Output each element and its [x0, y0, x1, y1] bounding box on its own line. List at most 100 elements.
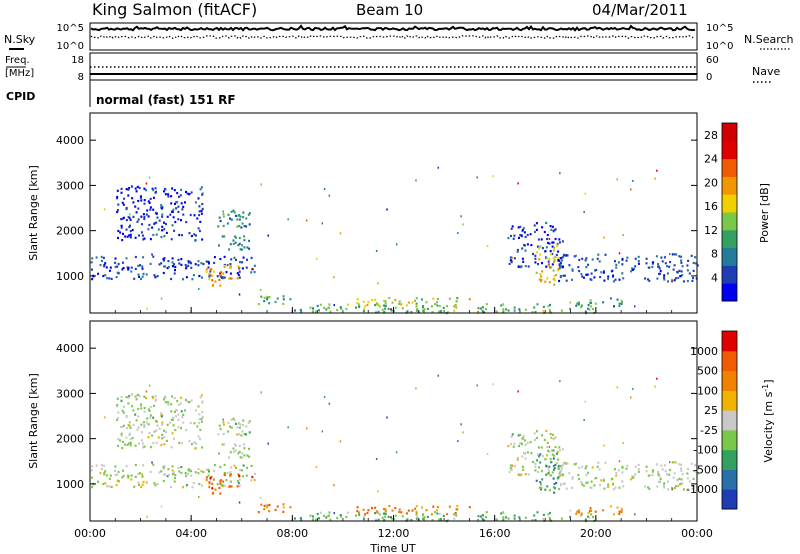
- power-cell: [205, 270, 208, 274]
- velocity-cell: [276, 505, 279, 508]
- power-cell: [597, 253, 600, 256]
- velocity-cell: [103, 471, 106, 475]
- velocity-cell: [430, 513, 433, 516]
- power-cell: [453, 309, 456, 312]
- power-cell: [617, 261, 620, 264]
- velocity-cell: [621, 471, 624, 474]
- power-cell: [171, 265, 174, 268]
- power-cell: [390, 309, 393, 312]
- velocity-cell: [241, 430, 244, 433]
- velocity-cell: [596, 465, 599, 468]
- velocity-cell: [534, 465, 537, 468]
- power-cell: [696, 264, 699, 267]
- power-cell: [437, 166, 439, 169]
- velocity-cell: [557, 458, 560, 461]
- velocity-cell: [519, 474, 522, 477]
- power-cell: [121, 268, 124, 271]
- velocity-cell: [589, 507, 592, 510]
- velocity-cell: [125, 396, 128, 399]
- velocity-cell: [672, 476, 675, 479]
- power-cell: [366, 303, 369, 307]
- velocity-cell: [669, 468, 672, 472]
- power-cell: [634, 265, 637, 268]
- power-cell: [241, 222, 244, 225]
- power-cell: [169, 213, 172, 216]
- power-cell: [140, 195, 142, 198]
- velocity-cell: [266, 506, 269, 509]
- velocity-cell: [480, 515, 482, 518]
- velocity-cell: [536, 511, 539, 514]
- power-cell: [104, 274, 107, 277]
- velocity-cell: [143, 410, 146, 413]
- velocity-cell: [355, 514, 357, 517]
- power-cell: [669, 260, 672, 264]
- power-cell: [141, 223, 143, 226]
- velocity-cell: [222, 418, 224, 421]
- power-ytick-label: 2000: [56, 225, 84, 238]
- power-panel-frame: [89, 112, 698, 314]
- velocity-cell: [126, 443, 129, 446]
- velocity-cell: [545, 465, 548, 468]
- velocity-cell: [248, 447, 250, 450]
- power-cell: [692, 269, 695, 272]
- velocity-cell: [130, 474, 133, 477]
- power-cell: [455, 300, 458, 303]
- power-cell: [446, 305, 448, 308]
- velocity-cell: [378, 512, 380, 515]
- velocity-cell: [561, 467, 563, 470]
- velocity-cell: [265, 503, 268, 506]
- power-cell: [656, 169, 658, 172]
- velocity-cell: [229, 471, 232, 474]
- velocity-cell: [584, 518, 587, 521]
- velocity-cell: [622, 485, 625, 488]
- velocity-cell: [587, 515, 590, 518]
- power-cell: [415, 179, 417, 182]
- power-cell: [162, 271, 165, 275]
- velocity-cell: [184, 472, 187, 475]
- power-cell: [199, 188, 202, 191]
- velocity-cell: [502, 511, 505, 514]
- velocity-cell: [153, 430, 156, 433]
- power-cell: [161, 225, 164, 228]
- velocity-cell: [400, 511, 403, 514]
- power-cell: [222, 224, 225, 228]
- power-cell: [519, 225, 522, 228]
- velocity-cell: [558, 474, 561, 478]
- velocity-cell: [193, 441, 196, 444]
- power-cell: [548, 308, 551, 311]
- time-axis: 00:00 04:00 08:00 12:00 16:00 20:00 00:00: [74, 307, 713, 540]
- velocity-cell: [245, 474, 248, 477]
- power-cell: [241, 267, 244, 270]
- velocity-cell: [552, 457, 555, 460]
- power-cell: [618, 278, 621, 281]
- power-cell: [618, 252, 621, 255]
- power-cell: [593, 276, 596, 279]
- power-cell: [180, 258, 183, 261]
- power-cell: [571, 269, 574, 272]
- power-cell: [462, 223, 464, 226]
- power-cell: [117, 262, 120, 266]
- power-cell: [384, 307, 387, 310]
- power-cell: [312, 310, 314, 313]
- power-cell: [545, 265, 548, 268]
- velocity-ylabel: Slant Range [km]: [27, 373, 40, 469]
- power-cell: [534, 257, 537, 260]
- velocity-cell: [550, 474, 553, 477]
- power-colorbar-tick: 12: [704, 224, 718, 237]
- power-cell: [630, 270, 633, 273]
- power-cell: [630, 188, 632, 191]
- velocity-cell: [566, 462, 569, 465]
- velocity-cell: [561, 448, 564, 451]
- velocity-cell: [395, 451, 398, 454]
- velocity-cell: [686, 472, 689, 475]
- velocity-cell: [391, 509, 394, 512]
- velocity-cell: [384, 512, 387, 516]
- velocity-cell: [208, 483, 211, 486]
- power-cell: [415, 297, 418, 300]
- velocity-cell: [415, 510, 418, 513]
- velocity-cell: [512, 445, 515, 448]
- velocity-cell: [143, 445, 146, 448]
- power-cell: [502, 310, 505, 313]
- velocity-cell: [637, 470, 640, 473]
